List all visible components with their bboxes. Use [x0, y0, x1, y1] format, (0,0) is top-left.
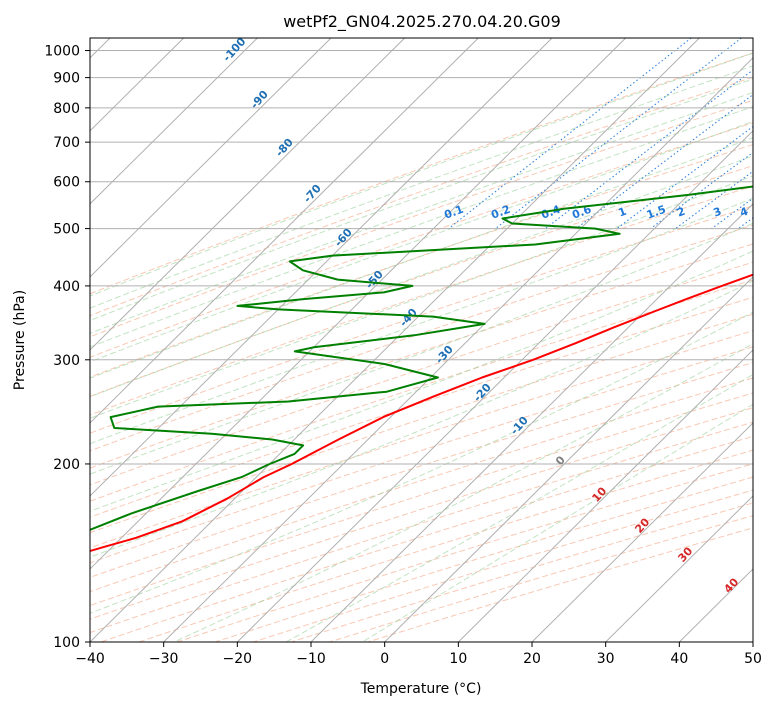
mixing-ratio-labels: 0.1 0.2 0.4 0.6 1 1.5 2 3 4	[442, 203, 750, 222]
isotherm	[90, 38, 332, 278]
dry-adiabat	[90, 144, 753, 378]
dewpoint-line	[90, 185, 753, 531]
y-tick-label: 400	[53, 279, 80, 295]
x-tick-label: 30	[597, 651, 615, 667]
x-tick-label: −10	[296, 651, 326, 667]
mixing-ratio-line	[545, 69, 753, 230]
y-ticks: 100 200 300 400 500 600 700 800 900 1000	[44, 44, 90, 651]
x-tick-label: −30	[149, 651, 179, 667]
x-tick-label: −40	[75, 651, 105, 667]
isotherm	[457, 349, 753, 642]
dry-adiabat	[90, 392, 753, 607]
y-axis-label: Pressure (hPa)	[12, 290, 28, 390]
y-tick-label: 100	[53, 635, 80, 651]
moist-adiabat	[90, 65, 753, 309]
y-tick-label: 200	[53, 457, 80, 473]
y-tick-label: 600	[53, 175, 80, 191]
dry-adiabat	[90, 296, 753, 518]
dry-adiabat	[90, 261, 753, 486]
mixing-ratio-line	[575, 93, 753, 230]
moist-adiabat	[90, 52, 753, 297]
isotherm	[90, 38, 479, 424]
moist-adiabat	[362, 403, 753, 642]
mixing-ratio-label: 3	[712, 205, 724, 220]
dry-adiabat	[90, 165, 753, 397]
dry-adiabat	[90, 224, 753, 452]
background-lines	[90, 38, 753, 642]
moist-adiabat	[90, 175, 753, 419]
dry-adiabat	[90, 99, 753, 338]
y-tick-label: 500	[53, 222, 80, 238]
dry-adiabat	[90, 205, 753, 434]
mixing-ratio-label: 1	[617, 205, 629, 220]
dry-adiabat	[90, 361, 753, 578]
moist-adiabat	[90, 250, 753, 512]
y-tick-label: 300	[53, 353, 80, 369]
isotherm	[384, 276, 753, 642]
x-tick-label: 0	[380, 651, 389, 667]
moist-adiabat	[90, 78, 753, 322]
moist-adiabat	[90, 120, 753, 363]
profile-lines	[90, 185, 753, 553]
isotherm	[90, 38, 700, 642]
x-tick-label: 10	[449, 651, 467, 667]
x-tick-label: −20	[223, 651, 253, 667]
mixing-ratio-label: 2	[675, 205, 687, 220]
isotherm	[236, 130, 753, 642]
mixing-ratio-label: 1.5	[645, 203, 668, 222]
y-tick-label: 700	[53, 135, 80, 151]
y-tick-label: 800	[53, 101, 80, 117]
moist-adiabat	[90, 311, 753, 614]
plot-frame	[89, 37, 754, 643]
isotherm	[90, 38, 258, 205]
dry-adiabat	[90, 76, 753, 317]
isotherm	[90, 38, 406, 351]
isotherm	[90, 38, 553, 497]
temperature-line	[90, 273, 753, 553]
x-tick-label: 40	[670, 651, 688, 667]
dry-adiabat	[90, 346, 753, 564]
y-tick-label: 1000	[44, 44, 80, 60]
chart-title: wetPf2_GN04.2025.270.04.20.G09	[283, 12, 561, 32]
dry-adiabat	[90, 313, 753, 534]
mixing-ratio-label: 4	[738, 205, 750, 220]
mixing-ratio-line	[650, 151, 753, 230]
x-axis-label: Temperature (°C)	[360, 681, 482, 697]
isotherm	[605, 495, 753, 642]
isotherm	[310, 203, 753, 642]
x-tick-label: 20	[523, 651, 541, 667]
mixing-ratio-label: 0.1	[442, 203, 465, 222]
moist-adiabat	[90, 155, 753, 398]
x-tick-label: 50	[744, 651, 762, 667]
isotherm	[531, 422, 753, 642]
moist-adiabat	[173, 343, 753, 642]
isotherm	[163, 57, 753, 642]
dry-adiabat	[90, 52, 753, 295]
isotherm	[90, 38, 627, 570]
moist-adiabat	[90, 91, 753, 334]
y-tick-label: 900	[53, 71, 80, 87]
moist-adiabat	[90, 137, 753, 379]
mixing-ratio-label: 0.4	[539, 203, 562, 222]
x-ticks: −40 −30 −20 −10 0 10 20 30 40 50	[75, 642, 762, 667]
